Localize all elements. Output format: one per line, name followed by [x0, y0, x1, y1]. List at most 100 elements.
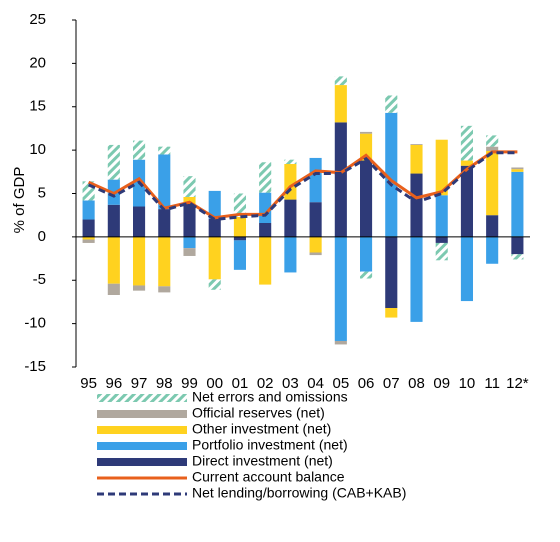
bar-segment: [334, 85, 347, 123]
legend-label: Other investment (net): [192, 421, 331, 437]
bar-segment: [486, 236, 499, 264]
bar-segment: [385, 112, 398, 237]
x-tick-label: 04: [307, 375, 324, 392]
bar-segment: [208, 236, 221, 280]
legend-swatch: [97, 410, 187, 418]
bar-segment: [511, 236, 524, 255]
legend-label: Net errors and omissions: [192, 389, 348, 405]
bar-segment: [233, 236, 246, 241]
bar-segment: [82, 200, 95, 220]
bar-segment: [259, 162, 272, 193]
bar-segment: [511, 167, 524, 170]
x-tick-label: 98: [156, 375, 173, 392]
bar-segment: [460, 165, 473, 237]
bar-segment: [158, 286, 171, 293]
legend-swatch: [97, 458, 187, 466]
bar-segment: [385, 95, 398, 113]
bar-segment: [107, 236, 120, 284]
bar-segment: [259, 236, 272, 285]
bar-segment: [309, 252, 322, 256]
x-tick-label: 02: [257, 375, 274, 392]
bar-segment: [360, 133, 373, 161]
bar-segment: [360, 236, 373, 272]
bar-segment: [284, 164, 297, 200]
bar-segment: [82, 219, 95, 237]
bar-segment: [259, 222, 272, 237]
bar-segment: [133, 236, 146, 286]
bar-segment: [360, 160, 373, 237]
bar-segment: [208, 190, 221, 219]
bar-segment: [486, 150, 499, 216]
y-tick-label: 5: [38, 184, 46, 201]
bar-segment: [158, 209, 171, 237]
x-tick-label: 01: [232, 375, 249, 392]
bar-segment: [486, 215, 499, 237]
legend-label: Current account balance: [192, 469, 345, 485]
bar-segment: [309, 157, 322, 203]
legend-swatch: [97, 442, 187, 450]
y-tick-label: 0: [38, 228, 46, 245]
bar-segment: [158, 154, 171, 210]
legend-label: Official reserves (net): [192, 405, 325, 421]
bar-segment: [183, 176, 196, 197]
line-series: [87, 150, 518, 220]
y-tick-label: 25: [29, 11, 46, 28]
bar-segment: [183, 203, 196, 237]
bar-segment: [183, 236, 196, 249]
bar-segment: [410, 173, 423, 237]
bar-segment: [435, 195, 448, 237]
y-tick-label: 15: [29, 98, 46, 115]
line-series: [87, 151, 518, 222]
y-tick-label: 10: [29, 141, 46, 158]
bar-segment: [511, 169, 524, 172]
bar-segment: [435, 236, 448, 243]
legend-label: Net lending/borrowing (CAB+KAB): [192, 485, 406, 501]
bar-segment: [435, 139, 448, 196]
bar-segment: [82, 236, 95, 240]
bar-segment: [208, 279, 221, 290]
bar-segment: [208, 218, 221, 237]
x-tick-label: 96: [105, 375, 122, 392]
bar-segment: [360, 131, 373, 134]
bar-segment: [133, 285, 146, 291]
x-tick-label: 07: [383, 375, 400, 392]
bar-segment: [511, 254, 524, 260]
x-tick-label: 03: [282, 375, 299, 392]
bar-segment: [284, 159, 297, 165]
legend-label: Portfolio investment (net): [192, 437, 348, 453]
bar-segment: [133, 140, 146, 160]
bar-segment: [233, 216, 246, 237]
x-tick-label: 06: [358, 375, 375, 392]
bar-segment: [107, 283, 120, 295]
x-tick-label: 05: [332, 375, 349, 392]
bar-segment: [486, 146, 499, 151]
y-axis-label: % of GDP: [11, 167, 28, 234]
bar-segment: [385, 308, 398, 318]
y-tick-label: -10: [24, 315, 46, 332]
bar-segment: [334, 236, 347, 341]
x-tick-label: 12*: [506, 375, 529, 392]
legend-swatch: [97, 394, 187, 402]
bar-segment: [460, 160, 473, 166]
bar-segment: [410, 144, 423, 174]
bar-segment: [284, 199, 297, 237]
bar-segment: [107, 144, 120, 180]
y-tick-label: 20: [29, 54, 46, 71]
bar-segment: [334, 340, 347, 345]
x-tick-label: 11: [484, 375, 500, 392]
bar-segment: [486, 135, 499, 147]
bar-segment: [435, 242, 448, 261]
x-tick-label: 97: [131, 375, 148, 392]
bar-segment: [334, 76, 347, 86]
bar-segment: [360, 271, 373, 279]
x-tick-label: 99: [181, 375, 198, 392]
y-tick-label: -5: [33, 271, 46, 288]
bar-segment: [309, 236, 322, 253]
bar-segment: [284, 236, 297, 273]
bar-segment: [107, 204, 120, 237]
bar-segment: [410, 236, 423, 322]
bar-segment: [158, 236, 171, 287]
bar-segment: [309, 202, 322, 237]
x-tick-label: 10: [459, 375, 476, 392]
